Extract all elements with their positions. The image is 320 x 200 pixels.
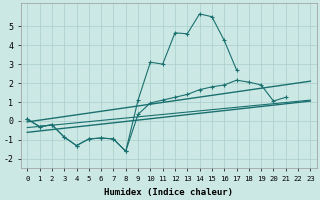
- X-axis label: Humidex (Indice chaleur): Humidex (Indice chaleur): [104, 188, 233, 197]
